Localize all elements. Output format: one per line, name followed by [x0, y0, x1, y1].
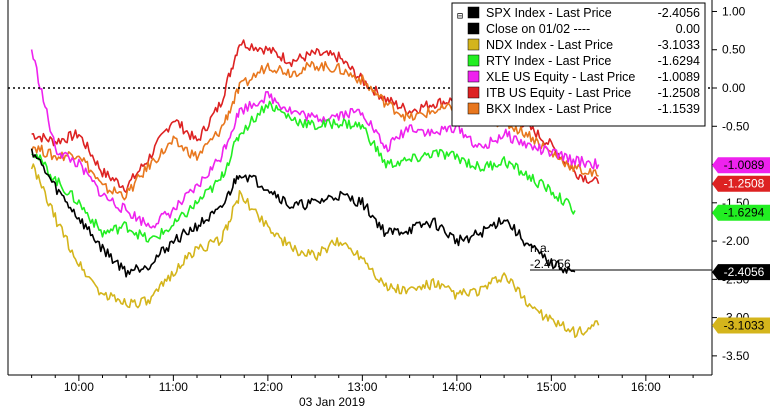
legend-swatch	[467, 70, 480, 83]
series-layer	[30, 39, 600, 339]
series-line-4	[30, 148, 576, 278]
x-tick-label: 13:00	[347, 380, 377, 394]
legend-items: SPX Index - Last Price -2.4056 Close on 01…	[467, 6, 700, 116]
legend-label: XLE US Equity - Last Price	[486, 70, 635, 84]
legend-collapse-icon[interactable]: ⊟	[457, 12, 463, 23]
legend-value: 0.00	[676, 22, 700, 36]
legend: SPX Index - Last Price -2.4056 Close on 01…	[451, 2, 706, 127]
x-tick-label: 10:00	[64, 380, 94, 394]
x-tick-label: 11:00	[159, 380, 188, 394]
legend-label: RTY Index - Last Price	[486, 54, 611, 68]
legend-label: Close on 01/02 ----	[486, 22, 590, 36]
value-tag-label: -1.6294	[724, 206, 765, 220]
last-value-annotation: -2.4056	[530, 257, 571, 271]
y-tick-label: 0.50	[722, 43, 746, 57]
value-tag-box	[712, 317, 770, 334]
legend-value: -1.2508	[658, 86, 700, 100]
value-tag: -2.4056	[712, 264, 770, 281]
x-axis-label: 03 Jan 2019	[299, 395, 365, 409]
legend-value: -1.0089	[658, 70, 700, 84]
legend-label: ITB US Equity - Last Price	[486, 86, 631, 100]
series-line-2	[30, 49, 600, 229]
legend-swatch	[467, 54, 480, 67]
value-tags: -1.0089 -1.2508 -1.6294 -2.4056 -3.1033	[712, 157, 770, 334]
y-tick-label: -3.50	[722, 349, 750, 363]
y-tick-label: 1.00	[722, 4, 746, 18]
legend-value: -1.6294	[658, 54, 700, 68]
legend-swatch	[467, 22, 480, 35]
value-tag: -3.1033	[712, 317, 770, 334]
value-tag-label: -3.1033	[724, 319, 765, 333]
legend-swatch	[467, 102, 480, 115]
legend-label: BKX Index - Last Price	[486, 102, 612, 116]
value-tag-label: -1.0089	[724, 158, 765, 172]
value-tag-box	[712, 204, 770, 221]
value-tag: -1.0089	[712, 157, 770, 174]
legend-value: -2.4056	[658, 6, 700, 20]
x-tick-label: 14:00	[442, 380, 472, 394]
value-tag-label: -1.2508	[724, 177, 765, 191]
legend-swatch	[467, 38, 480, 51]
series-line-5	[30, 163, 600, 339]
x-tick-label: 12:00	[253, 380, 283, 394]
value-tag: -1.6294	[712, 204, 770, 221]
legend-value: -3.1033	[658, 38, 700, 52]
value-tag: -1.2508	[712, 175, 770, 192]
legend-label: SPX Index - Last Price	[486, 6, 612, 20]
value-tag-box	[712, 264, 770, 281]
x-tick-label: 16:00	[631, 380, 661, 394]
y-tick-label: -2.00	[722, 234, 750, 248]
series-line-3	[31, 100, 576, 243]
y-tick-label: 0.00	[722, 81, 746, 95]
legend-value: -1.1539	[658, 102, 700, 116]
legend-swatch	[467, 6, 480, 19]
x-tick-label: 15:00	[536, 380, 566, 394]
legend-box	[451, 2, 706, 127]
value-tag-label: -2.4056	[724, 265, 765, 279]
legend-label: NDX Index - Last Price	[486, 38, 613, 52]
value-tag-box	[712, 175, 770, 192]
legend-swatch	[467, 86, 480, 99]
y-tick-label: -0.50	[722, 119, 750, 133]
na-annotation: n.a.	[530, 241, 550, 255]
value-tag-box	[712, 157, 770, 174]
